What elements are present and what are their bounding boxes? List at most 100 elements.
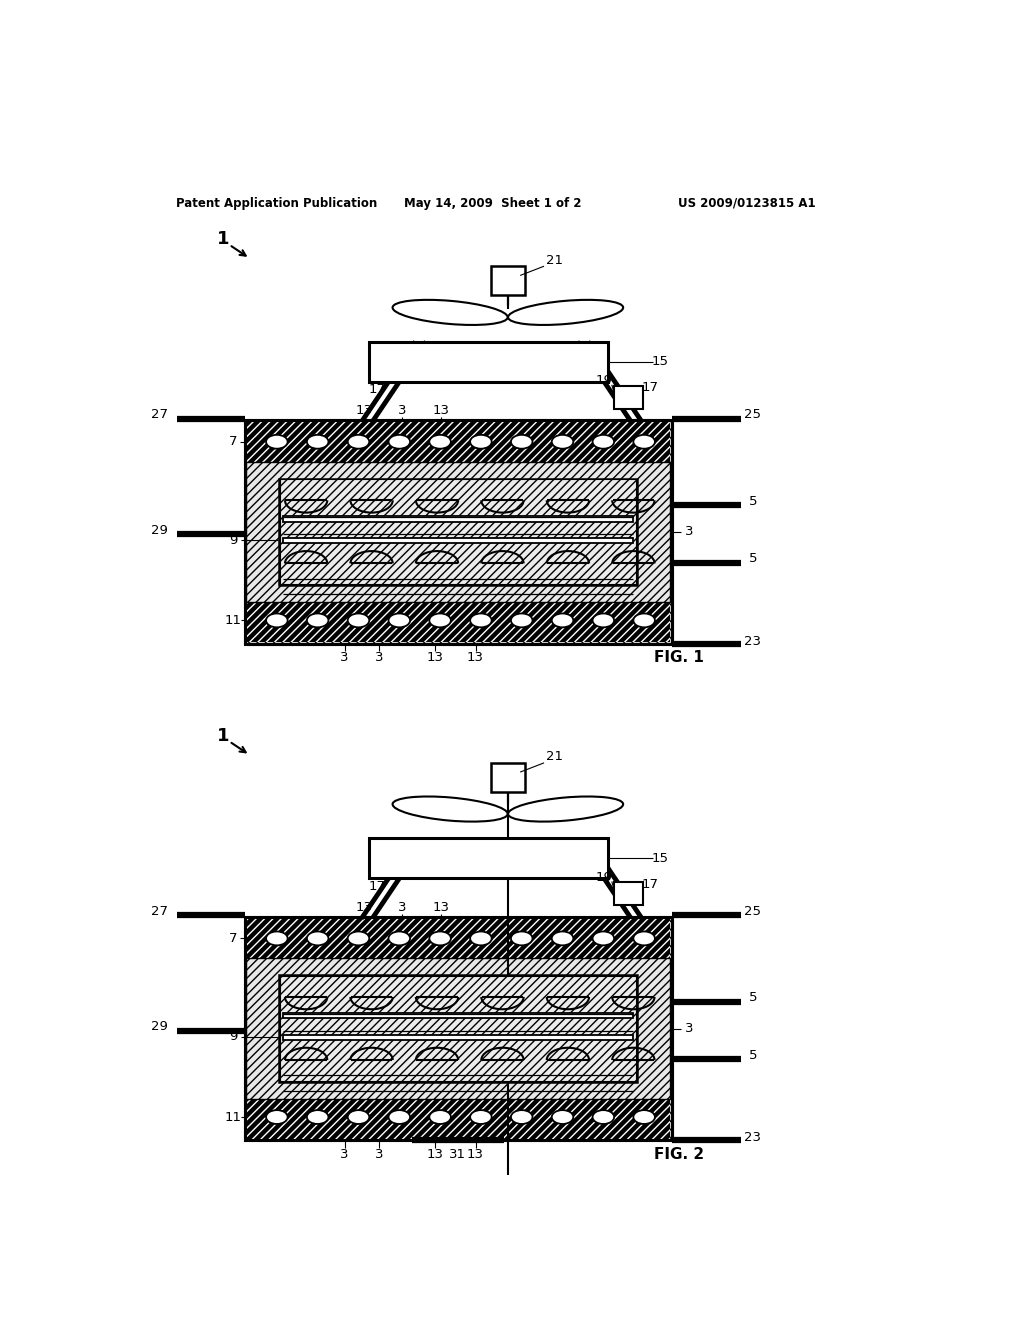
Text: 21: 21 — [546, 750, 562, 763]
Bar — [283, 1014, 634, 1019]
Text: 5: 5 — [749, 991, 757, 1005]
Text: 7: 7 — [228, 436, 238, 449]
Text: 23: 23 — [744, 635, 761, 648]
Text: 13: 13 — [467, 651, 484, 664]
Text: 11: 11 — [224, 1110, 242, 1123]
Text: FIG. 2: FIG. 2 — [653, 1147, 703, 1162]
Bar — [246, 958, 671, 1098]
Text: 5: 5 — [749, 552, 757, 565]
Text: Patent Application Publication: Patent Application Publication — [176, 197, 378, 210]
Ellipse shape — [511, 614, 532, 627]
Text: 3: 3 — [685, 1022, 693, 1035]
Text: 27: 27 — [152, 906, 168, 917]
Ellipse shape — [388, 434, 410, 449]
Ellipse shape — [470, 434, 492, 449]
Bar — [246, 462, 671, 602]
Text: 29: 29 — [152, 1020, 168, 1034]
Text: 17: 17 — [369, 879, 385, 892]
Ellipse shape — [511, 932, 532, 945]
Bar — [283, 516, 634, 521]
Text: 17: 17 — [642, 381, 658, 395]
Text: 3: 3 — [375, 1147, 384, 1160]
Bar — [280, 479, 637, 585]
Ellipse shape — [511, 434, 532, 449]
Text: 5: 5 — [749, 1049, 757, 1063]
Bar — [245, 917, 672, 1140]
Ellipse shape — [508, 796, 624, 821]
Bar — [246, 602, 671, 642]
Bar — [245, 917, 672, 1140]
Bar — [283, 1035, 634, 1040]
Bar — [246, 1098, 671, 1139]
Ellipse shape — [429, 434, 451, 449]
Ellipse shape — [388, 1110, 410, 1123]
Ellipse shape — [266, 1110, 288, 1123]
Bar — [490, 763, 525, 792]
Text: 3: 3 — [398, 404, 407, 417]
Ellipse shape — [593, 614, 614, 627]
Text: US 2009/0123815 A1: US 2009/0123815 A1 — [678, 197, 815, 210]
Text: 25: 25 — [744, 408, 761, 421]
Text: 25: 25 — [744, 906, 761, 917]
Ellipse shape — [348, 1110, 370, 1123]
Text: 3: 3 — [685, 525, 693, 539]
Bar — [280, 975, 637, 1081]
Ellipse shape — [392, 300, 508, 325]
Ellipse shape — [348, 434, 370, 449]
Bar — [246, 422, 671, 462]
Bar — [246, 602, 671, 642]
Ellipse shape — [593, 434, 614, 449]
Ellipse shape — [634, 932, 655, 945]
Bar — [245, 420, 672, 644]
Ellipse shape — [266, 434, 288, 449]
Ellipse shape — [470, 614, 492, 627]
Ellipse shape — [508, 300, 624, 325]
Ellipse shape — [634, 1110, 655, 1123]
Text: 17: 17 — [642, 878, 658, 891]
Ellipse shape — [552, 614, 573, 627]
Ellipse shape — [388, 932, 410, 945]
Ellipse shape — [266, 614, 288, 627]
Text: 29: 29 — [152, 524, 168, 537]
Bar — [614, 882, 643, 906]
Text: 13: 13 — [432, 902, 450, 915]
Ellipse shape — [552, 932, 573, 945]
Ellipse shape — [634, 614, 655, 627]
Bar — [370, 342, 608, 381]
Text: 15: 15 — [652, 355, 669, 368]
Text: 5: 5 — [749, 495, 757, 508]
Text: 3: 3 — [340, 651, 349, 664]
Text: 27: 27 — [152, 408, 168, 421]
Text: 3: 3 — [340, 1147, 349, 1160]
Text: 17: 17 — [369, 383, 385, 396]
Bar — [280, 977, 637, 1081]
Ellipse shape — [470, 932, 492, 945]
Bar — [283, 539, 634, 544]
Text: 15: 15 — [652, 851, 669, 865]
Text: 13: 13 — [427, 1147, 444, 1160]
Text: 13: 13 — [355, 902, 373, 915]
Bar — [246, 919, 671, 958]
Bar — [370, 838, 608, 878]
Text: 3: 3 — [375, 651, 384, 664]
Text: May 14, 2009  Sheet 1 of 2: May 14, 2009 Sheet 1 of 2 — [403, 197, 582, 210]
Ellipse shape — [634, 434, 655, 449]
Text: 21: 21 — [546, 253, 562, 267]
Ellipse shape — [266, 932, 288, 945]
Text: 13: 13 — [427, 651, 444, 664]
Ellipse shape — [307, 614, 329, 627]
Text: 7: 7 — [228, 932, 238, 945]
Bar — [245, 420, 672, 644]
Ellipse shape — [388, 614, 410, 627]
Text: 23: 23 — [744, 1131, 761, 1144]
Text: 13: 13 — [432, 404, 450, 417]
Text: 9: 9 — [228, 1031, 238, 1044]
Text: FIG. 1: FIG. 1 — [654, 649, 703, 665]
Ellipse shape — [552, 1110, 573, 1123]
Text: 1: 1 — [217, 727, 229, 744]
Ellipse shape — [307, 434, 329, 449]
Ellipse shape — [470, 1110, 492, 1123]
Text: 31: 31 — [450, 1147, 466, 1160]
Text: 19: 19 — [596, 871, 612, 884]
Bar — [614, 385, 643, 409]
